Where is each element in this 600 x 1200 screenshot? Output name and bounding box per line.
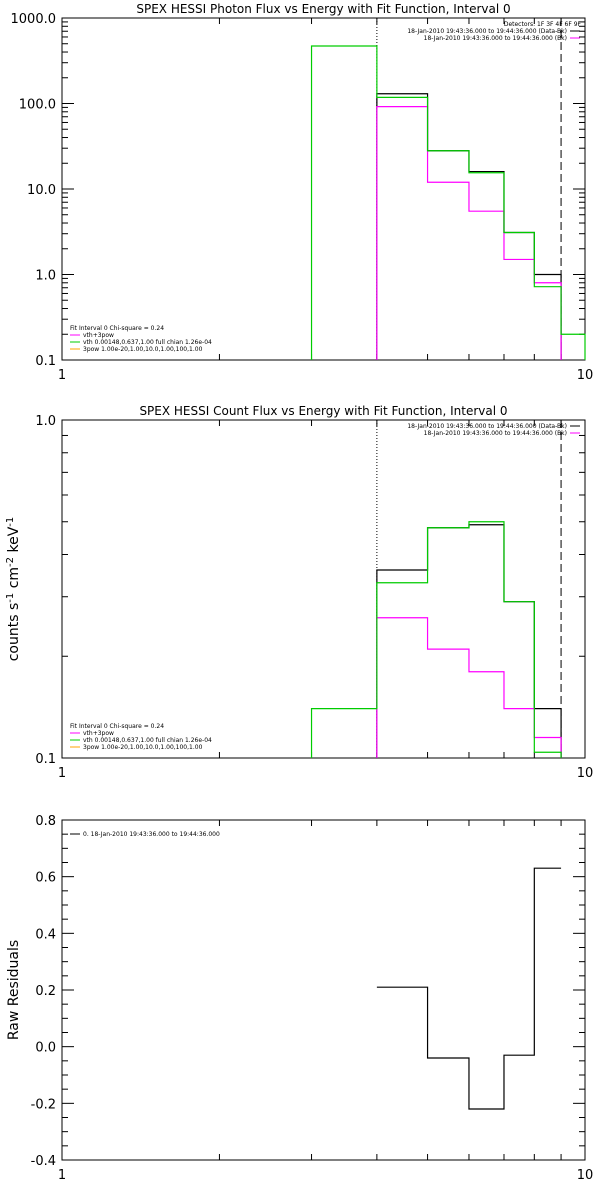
y-tick-label: 1.0 <box>35 269 56 284</box>
y-tick-label: 0.6 <box>35 871 56 886</box>
x-tick-label: 10 <box>577 766 594 781</box>
y-tick-label: 0.1 <box>35 752 56 767</box>
legend-left-entry: vth+3pow <box>83 332 114 339</box>
y-tick-label: 0.0 <box>35 1041 56 1056</box>
x-tick-label: 1 <box>58 368 66 383</box>
chart-panel-1: SPEX HESSI Photon Flux vs Energy with Fi… <box>11 2 594 383</box>
plot-frame <box>61 819 586 1161</box>
series-3-histogram <box>310 45 586 360</box>
y-tick-label: 0.2 <box>35 984 56 999</box>
series-1-histogram <box>376 93 562 360</box>
chart-title: SPEX HESSI Photon Flux vs Energy with Fi… <box>136 2 510 16</box>
legend-right-entry: 18-Jan-2010 19:43:36.000 to 19:44:36.000… <box>424 35 567 42</box>
series-1-histogram <box>376 524 562 758</box>
chart-panel-2: SPEX HESSI Count Flux vs Energy with Fit… <box>5 404 594 781</box>
series-3-histogram <box>310 521 562 758</box>
x-tick-label: 10 <box>577 1168 594 1183</box>
legend-left-entry: vth+3pow <box>83 730 114 737</box>
legend-left-entry: 3pow 1.00e-20,1.00,10.0,1.00,100,1.00 <box>83 744 203 751</box>
y-tick-label: 0.1 <box>35 354 56 369</box>
y-tick-label: 1.0 <box>35 414 56 429</box>
y-tick-label: -0.2 <box>31 1097 56 1112</box>
y-tick-label: 100.0 <box>19 98 56 113</box>
x-tick-label: 10 <box>577 368 594 383</box>
legend-left-entry: 0. 18-Jan-2010 19:43:36.000 to 19:44:36.… <box>83 831 220 838</box>
legend-right-entry: 18-Jan-2010 19:43:36.000 to 19:44:36.000… <box>407 423 567 430</box>
legend-left-title: Fit Interval 0 Chi-square = 0.24 <box>70 325 164 332</box>
legend-left-title: Fit Interval 0 Chi-square = 0.24 <box>70 723 164 730</box>
plot-frame <box>61 17 586 361</box>
legend-left-entry: vth 0.00148,0.637,1.00 full chian 1.26e-… <box>83 339 212 346</box>
y-tick-label: 0.8 <box>35 814 56 829</box>
legend-right-entry: 18-Jan-2010 19:43:36.000 to 19:44:36.000… <box>424 430 567 437</box>
legend-left-entry: 3pow 1.00e-20,1.00,10.0,1.00,100,1.00 <box>83 346 203 353</box>
series-1-histogram <box>376 867 562 1110</box>
y-axis-label: counts s-1 cm-2 keV-1 <box>5 517 23 662</box>
chart-panel-3: 1 10 -0.4 -0.2 0.0 0.2 0.4 0.6 0.8 Raw Residuals 0… <box>6 814 593 1183</box>
legend-right-entry: 18-Jan-2010 19:43:36.000 to 19:44:36.000… <box>407 28 567 35</box>
y-tick-label: -0.4 <box>31 1154 56 1169</box>
y-tick-label: 0.4 <box>35 927 56 942</box>
plot-frame <box>61 419 586 759</box>
y-tick-label: 10.0 <box>27 183 56 198</box>
y-axis-label: Raw Residuals <box>6 940 22 1040</box>
series-2-histogram <box>376 617 562 758</box>
y-tick-label: 1000.0 <box>11 12 57 27</box>
legend-left-entry: vth 0.00148,0.637,1.00 full chian 1.26e-… <box>83 737 212 744</box>
x-tick-label: 1 <box>58 766 66 781</box>
series-2-histogram <box>376 105 562 360</box>
x-tick-label: 1 <box>58 1168 66 1183</box>
chart-title: SPEX HESSI Count Flux vs Energy with Fit… <box>139 404 507 418</box>
detectors-label: Detectors: 1F 3F 4F 6F 9F <box>504 21 582 28</box>
